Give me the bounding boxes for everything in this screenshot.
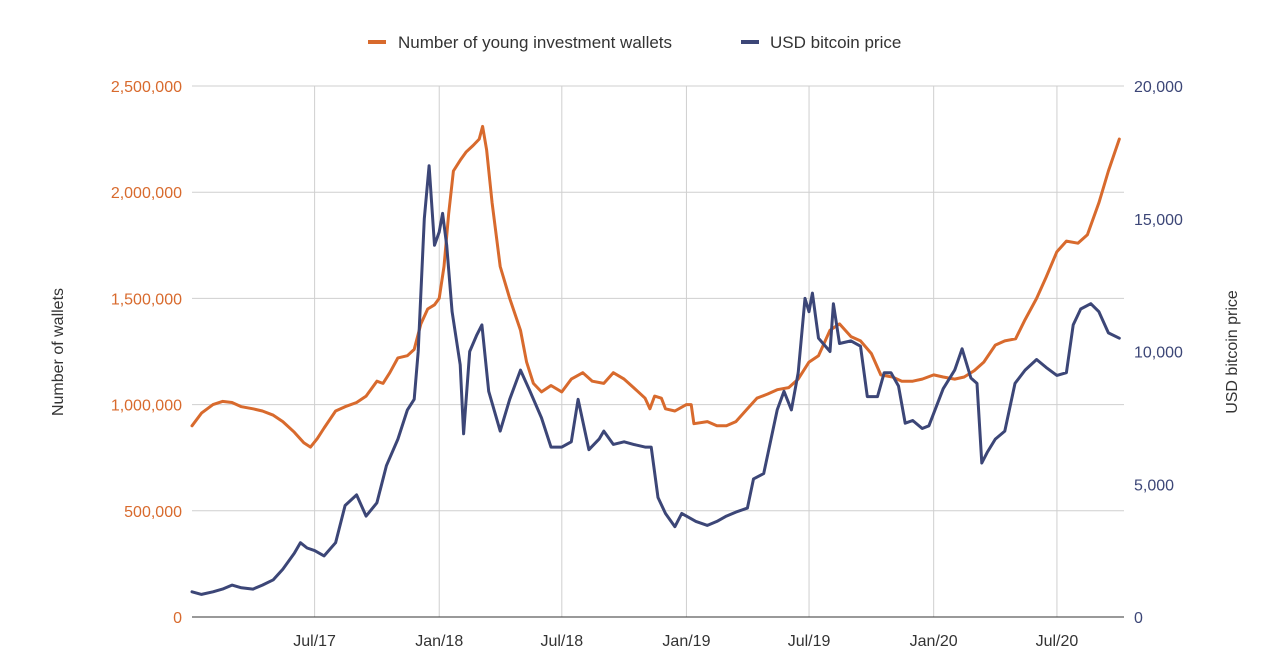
x-tick-label: Jul/17 [293,633,336,650]
series-layer [190,124,1121,596]
right-tick-label: 5,000 [1134,477,1174,494]
x-tick-label: Jan/19 [662,633,710,650]
right-axis-title: USD bitcoin price [1224,290,1241,414]
legend-label-wallets: Number of young investment wallets [398,33,672,52]
right-tick-label: 10,000 [1134,345,1183,362]
left-tick-label: 500,000 [124,504,182,521]
x-tick-label: Jan/20 [910,633,958,650]
right-tick-label: 0 [1134,610,1143,627]
left-tick-label: 0 [173,610,182,627]
legend-label-price: USD bitcoin price [770,33,901,52]
legend: Number of young investment wallets USD b… [368,33,901,52]
x-tick-label: Jul/19 [788,633,831,650]
series-line-wallets [190,124,1121,449]
x-axis-ticks: Jul/17 Jan/18 Jul/18 Jan/19 Jul/19 Jan/20 Jul/… [293,633,1078,650]
left-axis-title: Number of wallets [50,288,67,416]
x-tick-label: Jul/20 [1036,633,1079,650]
left-axis-ticks: 0 500,000 1,000,000 1,500,000 2,000,000 2,500… [111,79,182,627]
left-tick-label: 2,500,000 [111,79,182,96]
right-tick-label: 20,000 [1134,79,1183,96]
right-axis-ticks: 0 5,000 10,000 15,000 20,000 [1134,79,1183,627]
series-line-price [190,164,1121,596]
right-tick-label: 15,000 [1134,212,1183,229]
left-tick-label: 1,500,000 [111,291,182,308]
grid [192,85,1124,617]
left-tick-label: 1,000,000 [111,398,182,415]
left-tick-label: 2,000,000 [111,185,182,202]
x-tick-label: Jul/18 [540,633,583,650]
x-tick-label: Jan/18 [415,633,463,650]
